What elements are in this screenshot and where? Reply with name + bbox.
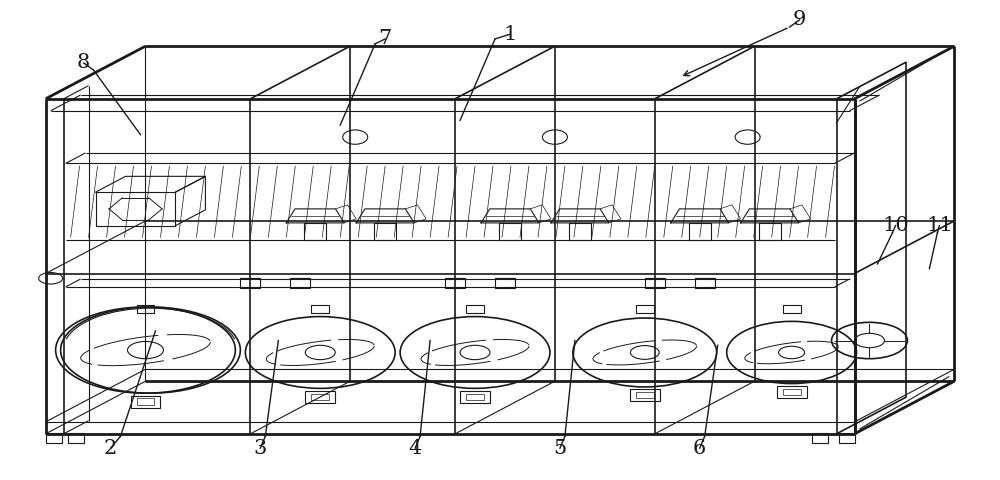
Bar bbox=[290, 278, 310, 288]
Bar bbox=[311, 394, 329, 400]
Bar bbox=[812, 433, 828, 444]
Bar bbox=[46, 433, 62, 444]
Bar bbox=[630, 389, 660, 401]
Text: 2: 2 bbox=[104, 439, 117, 458]
Text: 10: 10 bbox=[882, 216, 909, 235]
Text: 7: 7 bbox=[379, 29, 392, 48]
Bar bbox=[636, 392, 654, 398]
Bar bbox=[445, 278, 465, 288]
Text: 5: 5 bbox=[553, 439, 567, 458]
Bar bbox=[783, 389, 801, 395]
Bar bbox=[460, 391, 490, 403]
Bar bbox=[645, 278, 665, 288]
Text: 1: 1 bbox=[503, 24, 517, 44]
Bar bbox=[131, 396, 160, 408]
Text: 3: 3 bbox=[254, 439, 267, 458]
Text: 4: 4 bbox=[408, 439, 422, 458]
Bar bbox=[305, 391, 335, 403]
Bar bbox=[240, 278, 260, 288]
Bar bbox=[466, 305, 484, 313]
Bar bbox=[839, 433, 855, 444]
Bar bbox=[777, 386, 807, 398]
Bar bbox=[695, 278, 715, 288]
Text: 6: 6 bbox=[693, 439, 706, 458]
Bar bbox=[466, 394, 484, 400]
Bar bbox=[311, 305, 329, 313]
Text: 8: 8 bbox=[77, 53, 90, 72]
Bar bbox=[783, 305, 801, 313]
Bar bbox=[137, 398, 154, 405]
Bar bbox=[96, 192, 175, 226]
Bar bbox=[495, 278, 515, 288]
Bar bbox=[636, 305, 654, 313]
Bar bbox=[68, 433, 84, 444]
Text: 9: 9 bbox=[793, 11, 806, 29]
Bar bbox=[137, 305, 154, 313]
Text: 11: 11 bbox=[926, 216, 953, 235]
